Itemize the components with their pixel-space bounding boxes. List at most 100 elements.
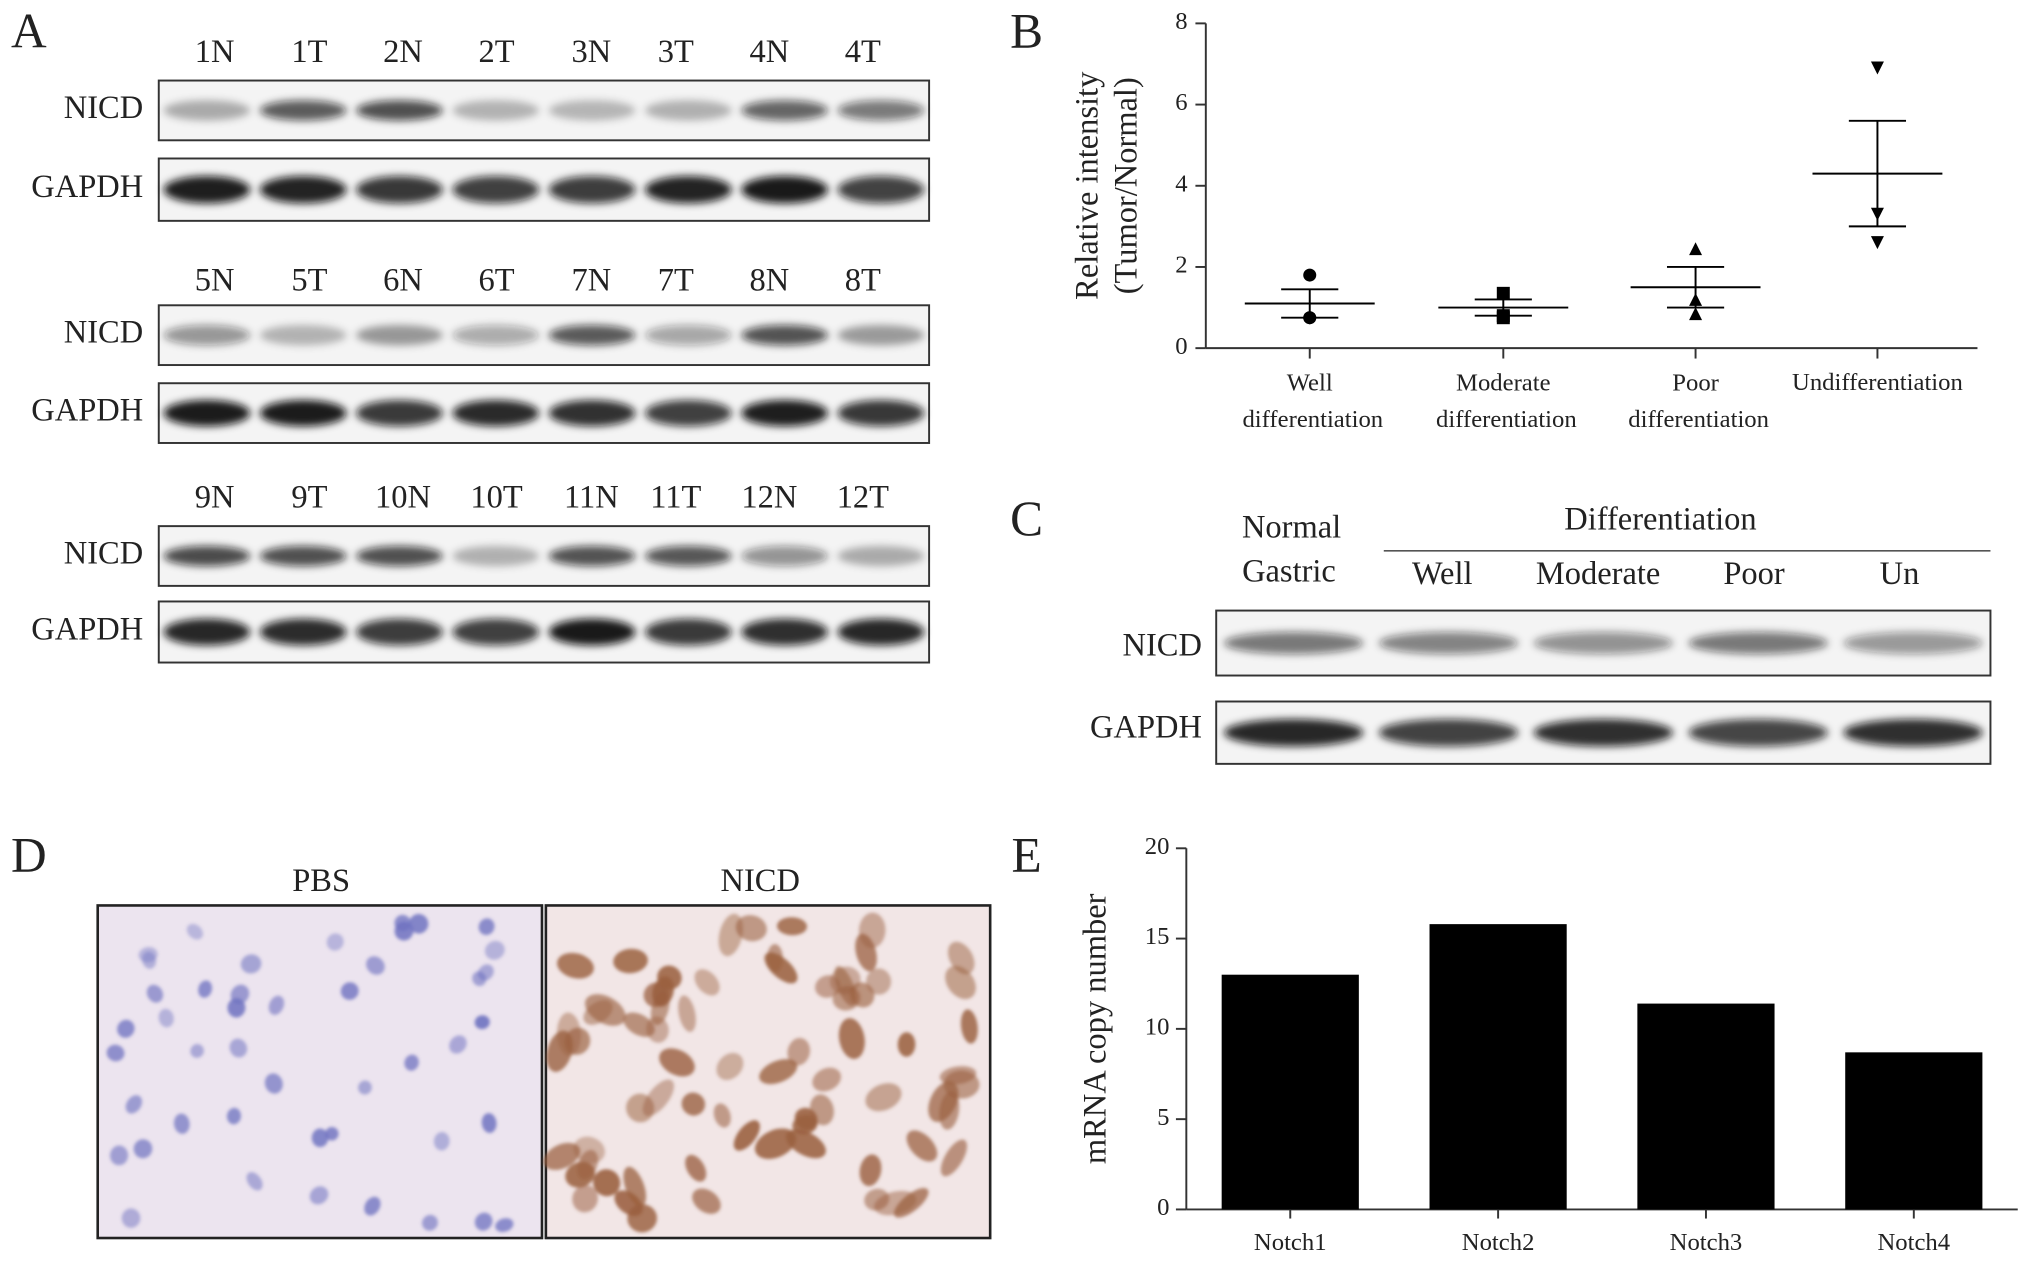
blot-row-bands: [163, 545, 925, 567]
cell: [158, 1008, 174, 1028]
cell: [325, 1126, 339, 1141]
cell: [692, 1188, 721, 1214]
cell: [829, 966, 861, 995]
cell: [246, 1172, 263, 1191]
lane-label: 11T: [650, 480, 701, 516]
lane-label: 8T: [845, 263, 881, 299]
data-point: [1870, 207, 1884, 221]
lane-label: 7N: [572, 263, 612, 299]
cell: [947, 941, 975, 975]
cells: [106, 913, 514, 1232]
y-tick-label: 0: [1157, 1194, 1169, 1221]
lane-label: 2T: [478, 34, 514, 70]
image-title: PBS: [292, 863, 350, 899]
cell: [623, 1166, 647, 1207]
band: [356, 545, 443, 567]
cell: [268, 995, 285, 1015]
band: [837, 545, 925, 567]
data-point: [1496, 311, 1510, 325]
cell: [812, 1067, 842, 1092]
cell: [572, 1185, 598, 1213]
cell: [642, 1079, 675, 1117]
lane-label: Moderate: [1536, 556, 1660, 592]
row-label: GAPDH: [31, 393, 143, 429]
cell: [939, 1091, 960, 1130]
cell: [786, 1129, 826, 1159]
band: [548, 399, 636, 427]
cell: [613, 948, 648, 974]
band: [548, 325, 636, 346]
band: [1688, 718, 1828, 747]
band: [1223, 718, 1364, 747]
cell: [404, 1054, 419, 1071]
cell: [859, 1154, 882, 1187]
cell: [495, 1218, 514, 1232]
cell: [593, 1169, 621, 1197]
cell: [776, 917, 807, 936]
bar: [1429, 924, 1567, 1210]
cell: [229, 1038, 248, 1058]
cell: [326, 933, 344, 951]
band: [645, 545, 732, 567]
band: [837, 618, 925, 646]
band: [163, 175, 251, 204]
cell: [866, 968, 892, 995]
cell: [546, 1030, 573, 1072]
cell: [198, 980, 213, 998]
y-tick-label: 15: [1145, 923, 1170, 950]
band: [163, 399, 251, 427]
cell: [754, 1128, 796, 1159]
cell: [893, 1187, 929, 1218]
cell: [657, 965, 682, 990]
lane-label: 5N: [195, 263, 235, 299]
y-axis-label: Relative intensity (Tumor/Normal): [1070, 71, 1145, 300]
band: [163, 100, 251, 121]
panel-label: D: [11, 827, 47, 882]
cell: [309, 1186, 329, 1205]
band: [741, 399, 829, 427]
lane-label: 5T: [291, 263, 327, 299]
lane-label: 9T: [291, 480, 327, 516]
y-tick-label: 5: [1157, 1104, 1169, 1131]
data-point: [1303, 268, 1317, 282]
y-tick-label: 6: [1175, 89, 1187, 116]
x-tick-label: Notch1: [1254, 1229, 1327, 1256]
cell: [713, 1103, 731, 1128]
band: [1533, 718, 1674, 747]
lane-label: Poor: [1723, 556, 1785, 592]
cell: [897, 1032, 916, 1057]
band: [452, 399, 540, 427]
cell: [146, 984, 164, 1003]
cell: [190, 1044, 204, 1058]
band: [741, 175, 829, 204]
blot-row-bands: [163, 399, 925, 427]
cell: [133, 1139, 153, 1159]
band: [1843, 718, 1983, 747]
y-tick-label: 20: [1145, 833, 1170, 860]
row-label: GAPDH: [1090, 710, 1202, 746]
cell: [858, 912, 886, 949]
cell: [906, 1130, 938, 1162]
bar: [1221, 974, 1359, 1210]
cell: [787, 1037, 811, 1066]
bar: [1637, 1003, 1775, 1210]
band: [163, 618, 251, 646]
group-label: Differentiation: [1564, 502, 1756, 538]
lane-label: 12N: [741, 480, 797, 516]
y-tick-label: 0: [1175, 333, 1187, 360]
x-tick-label: Notch2: [1462, 1229, 1535, 1256]
lane-label: 11N: [564, 480, 619, 516]
cell: [759, 1059, 798, 1085]
cell: [474, 1212, 493, 1231]
data-point: [1870, 61, 1884, 75]
band: [1843, 632, 1983, 655]
panel-label: C: [1010, 491, 1043, 546]
band: [356, 100, 443, 121]
row-label: GAPDH: [31, 169, 143, 205]
x-tick-label: Moderate differentiation: [1430, 369, 1577, 432]
lane-label: Well: [1412, 556, 1473, 592]
band: [452, 325, 540, 346]
band: [163, 325, 251, 346]
y-axis-label-line: (Tumor/Normal): [1109, 77, 1145, 294]
